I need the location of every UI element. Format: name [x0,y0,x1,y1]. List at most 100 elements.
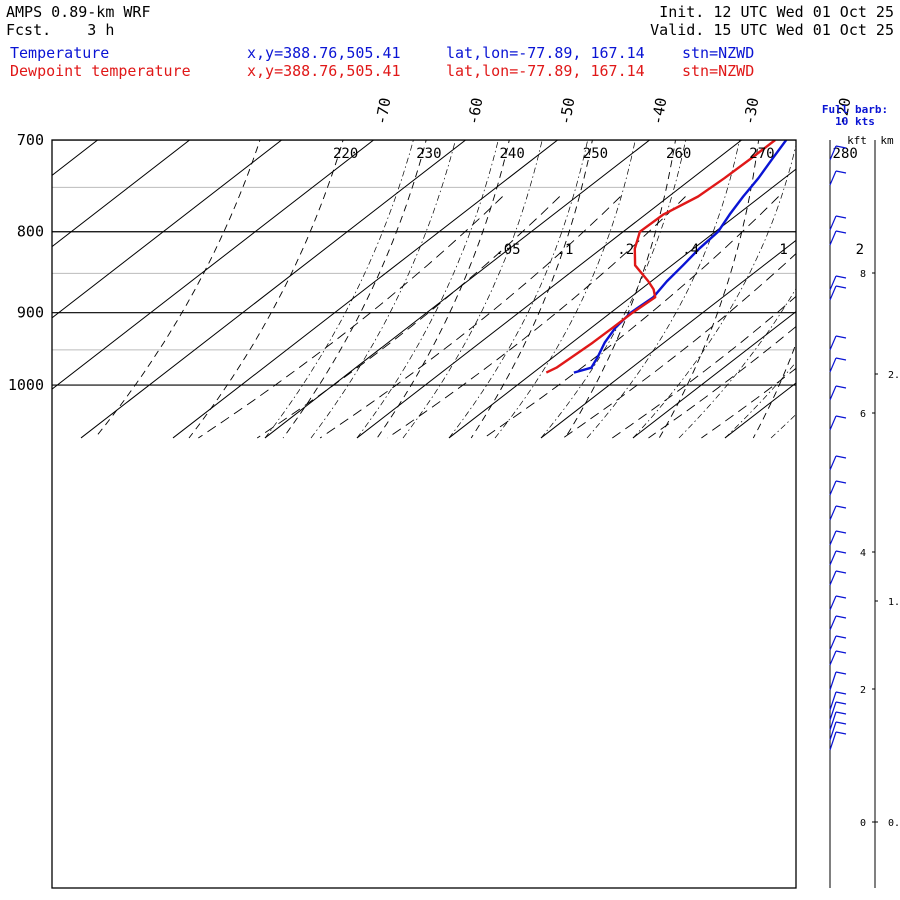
wind-barb-flag [835,650,847,654]
mixing-ratio-line [701,367,796,439]
theta-label: 250 [583,146,608,162]
pressure-tick-label: 900 [17,304,44,322]
wind-barb-staff [829,615,837,631]
wind-barb-staff [829,275,837,291]
wind-barb-flag [835,671,847,675]
plot-frame [51,139,797,889]
mixing-ratio-label: .05 [495,242,520,258]
moist-adiabat-line [586,140,740,439]
legend-dewpoint-xy: x,y=388.76,505.41 [247,62,401,80]
mixing-ratio-label: .2 [617,242,634,258]
km-tick-label: 1. [888,597,900,608]
wind-barb-flag [835,170,847,174]
kft-axis-label: kft [847,134,867,147]
isotherm-label: -50 [556,96,578,126]
kft-tick-label: 8 [860,269,866,280]
wind-barb-flag [835,731,847,735]
wind-barb-flag [835,215,847,219]
wind-barb-staff [829,455,837,471]
fcst-value: 3 h [87,21,115,39]
wind-barb-flag [835,721,847,725]
legend-dewpoint-latlon: lat,lon=-77.89, 167.14 [446,62,645,80]
wind-panel: Full barb:10 kts kft km 8 6 4 2 0 2. 1. 0. [822,103,900,888]
mixing-ratio-line [648,325,796,439]
mixing-ratio-label: .4 [682,242,699,258]
kft-tick-label: 4 [860,548,866,559]
wind-barb-flag [835,530,847,534]
model-title: AMPS 0.89-km WRF [6,3,151,21]
wind-barb-flag [835,711,847,715]
wind-barb-staff [829,480,837,496]
moist-adiabat-line [402,140,543,439]
wind-barb-staff [829,701,837,721]
background-lines [52,100,900,439]
kft-tick-label: 6 [860,409,866,420]
wind-barb-staff [829,415,837,431]
kft-tick-label: 0 [860,818,866,829]
isotherm-line [172,140,559,439]
wind-panel-units: 10 kts [835,115,875,128]
kft-tick-label: 2 [860,685,866,696]
wind-barb-flag [835,595,847,599]
km-axis-label: km [880,134,894,147]
dry-adiabat-line [94,140,261,439]
wind-barb-flag [835,145,847,149]
wind-barb-staff [829,285,837,301]
wind-barb-staff [829,335,837,351]
mixing-ratio-line [612,295,796,439]
wind-barb-staff [829,230,837,246]
moist-adiabat-line [448,140,589,439]
wind-panel-title: Full barb: [822,103,888,116]
isotherm-line [52,140,191,248]
moist-adiabat-line [678,287,796,439]
isotherm-line [540,239,796,439]
theta-label: 240 [500,146,525,162]
mixing-ratio-line [319,196,621,439]
mixing-ratio-line [198,196,503,439]
isotherm-label: -40 [648,96,670,126]
isotherm-label: -20 [832,96,854,126]
dry-adiabat-line [188,140,344,439]
isotherm-line [632,311,796,439]
wind-barb-flag [835,230,847,234]
isotherm-line [52,140,283,319]
dewpoint-profile [545,140,776,374]
mixing-ratio-line [483,196,779,439]
legend-temperature-stn: stn=NZWD [682,44,755,62]
wind-barb-staff [829,711,837,731]
wind-barb-flag [835,275,847,279]
legend-temperature-latlon: lat,lon=-77.89, 167.14 [446,44,645,62]
wind-barb-staff [829,145,837,161]
profile-lines [545,140,788,374]
wind-barb-staff [829,550,837,566]
wind-barb-flag [835,550,847,554]
km-tick-label: 0. [888,818,900,829]
legend-temperature-xy: x,y=388.76,505.41 [247,44,401,62]
moist-adiabat-line [540,140,686,439]
wind-barb-staff [829,731,837,751]
isotherm-line [817,100,900,438]
wind-barb-staff [829,671,837,691]
legend-temperature-name: Temperature [10,44,110,62]
pressure-tick-label: 1000 [8,376,44,394]
isotherm-line [52,140,99,176]
wind-barb-staff [829,721,837,741]
theta-label: 280 [833,146,858,162]
wind-barb-flag [835,505,847,509]
wind-barb-staff [829,595,837,611]
theta-label: 270 [749,146,774,162]
moist-adiabat-line [356,140,499,439]
wind-barb-flag [835,455,847,459]
wind-barb-staff [829,170,837,186]
dry-adiabat-line [564,140,676,439]
dry-adiabat-line [282,140,427,439]
theta-label: 260 [666,146,691,162]
isotherm-line [448,168,796,439]
mixing-ratio-label: .1 [557,242,574,258]
isotherm-line [356,140,743,439]
wind-barb-flag [835,615,847,619]
moist-adiabat-line [264,140,414,439]
isotherm-line [264,140,651,439]
wind-barb-flag [835,570,847,574]
